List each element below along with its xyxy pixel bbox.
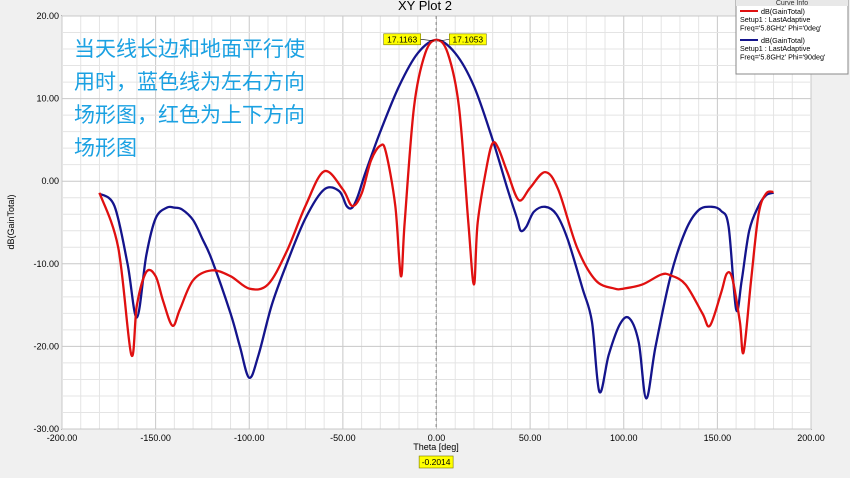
x-tick-label: 100.00: [610, 433, 638, 443]
annotation-line: 用时，蓝色线为左右方向: [74, 71, 305, 94]
marker-label: 17.1053: [452, 34, 483, 44]
legend-entry-text: Freq='5.8GHz' Phi='90deg': [740, 52, 826, 61]
annotation-line: 场形图: [74, 137, 137, 160]
x-tick-label: -100.00: [234, 433, 265, 443]
chart-title: XY Plot 2: [398, 0, 452, 13]
x-tick-label: 0.00: [428, 433, 446, 443]
x-axis-label: Theta [deg]: [413, 442, 459, 452]
x-tick-label: -50.00: [330, 433, 356, 443]
y-tick-label: -10.00: [33, 259, 59, 269]
x-tick-label: 150.00: [704, 433, 732, 443]
cursor-readout[interactable]: -0.2014: [418, 455, 454, 469]
y-tick-label: 10.00: [36, 94, 59, 104]
grid-lines: [61, 15, 812, 430]
marker-layer: 17.1163 17.1053: [383, 33, 487, 46]
y-tick-label: -20.00: [33, 341, 59, 351]
series-line-phi-90deg: [98, 38, 774, 400]
x-tick-label: 200.00: [797, 433, 825, 443]
annotation-line: 场形图，红色为上下方向: [74, 104, 305, 127]
y-axis-label: dB(GainTotal): [6, 194, 16, 249]
legend-entry-text: Setup1 : LastAdaptive: [740, 44, 810, 53]
y-tick-label: -30.00: [33, 424, 59, 434]
y-tick-label: 20.00: [36, 11, 59, 21]
legend-entry-text: Freq='5.8GHz' Phi='0deg': [740, 23, 822, 32]
cursor-readout-box[interactable]: [418, 455, 454, 469]
marker-label: 17.1163: [387, 34, 417, 44]
marker-leader-line: [439, 39, 450, 42]
legend-entry-text: dB(GainTotal): [761, 7, 805, 16]
annotation-line: 当天线长边和地面平行使: [74, 38, 305, 61]
x-tick-label: -200.00: [47, 433, 78, 443]
y-tick-label: 0.00: [41, 176, 59, 186]
x-axis-ticks: -200.00 -150.00 -100.00 -50.00 0.00 50.00 100.…: [47, 433, 825, 443]
cursor-readout-value: -0.2014: [422, 457, 451, 467]
legend-box[interactable]: [735, 0, 849, 75]
legend-entry-text: dB(GainTotal): [761, 36, 805, 45]
marker-leader-line: [420, 38, 434, 42]
series-line-phi-0deg: [98, 38, 774, 358]
legend-header: [736, 0, 848, 6]
y-axis-ticks: -30.00 -20.00 -10.00 0.00 10.00 20.00: [33, 11, 59, 434]
legend-entry-text: Setup1 : LastAdaptive: [740, 15, 810, 24]
legend-title: Curve Info: [776, 0, 808, 7]
series-layer: [98, 38, 774, 400]
x-tick-label: -150.00: [140, 433, 171, 443]
x-tick-label: 50.00: [519, 433, 542, 443]
